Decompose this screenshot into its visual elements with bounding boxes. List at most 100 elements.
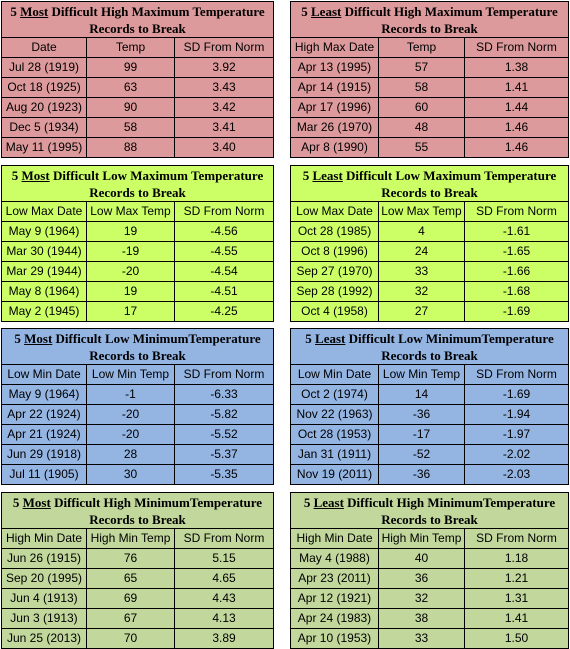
- temp-cell: -36: [378, 404, 465, 425]
- temp-cell: 14: [378, 384, 465, 405]
- table-title: 5 Most Difficult High MinimumTemperature…: [1, 492, 274, 529]
- table-row: Apr 22 (1924) -20 -5.82: [1, 404, 274, 425]
- table-row: Jun 4 (1913) 69 4.43: [1, 588, 274, 609]
- date-cell: Jun 4 (1913): [1, 588, 87, 609]
- table-row: Apr 23 (2011) 36 1.21: [290, 568, 570, 589]
- date-cell: Apr 21 (1924): [1, 424, 87, 445]
- table-row: Oct 18 (1925) 63 3.43: [1, 77, 275, 98]
- column-header: SD From Norm: [463, 364, 570, 385]
- table-row: Jul 11 (1905) 30 -5.35: [1, 464, 274, 485]
- date-cell: Jan 31 (1911): [290, 444, 379, 465]
- date-cell: Mar 29 (1944): [1, 261, 87, 282]
- date-cell: May 8 (1964): [1, 281, 87, 302]
- sd-cell: -5.35: [174, 464, 274, 485]
- table-row: Oct 2 (1974) 14 -1.69: [290, 384, 570, 405]
- date-cell: Apr 22 (1924): [1, 404, 87, 425]
- sd-cell: -1.65: [464, 241, 569, 262]
- column-header: Low Max Temp: [378, 201, 465, 222]
- header-row: High Max Date Temp SD From Norm: [290, 37, 570, 58]
- temp-cell: 40: [378, 548, 465, 569]
- temp-cell: 33: [378, 261, 465, 282]
- date-cell: Oct 28 (1985): [290, 221, 379, 242]
- temp-cell: 36: [378, 568, 465, 589]
- table-title: 5 Least Difficult High MinimumTemperatur…: [289, 492, 570, 529]
- sd-cell: 1.50: [463, 628, 570, 649]
- column-header: SD From Norm: [464, 201, 569, 222]
- temp-cell: 76: [86, 548, 175, 569]
- date-cell: Jul 28 (1919): [1, 57, 87, 78]
- table-title: 5 Least Difficult High Maximum Temperatu…: [289, 1, 570, 38]
- temp-cell: -20: [86, 261, 175, 282]
- date-cell: Jun 26 (1915): [1, 548, 87, 569]
- table-title: 5 Least Difficult Low MinimumTemperature…: [289, 328, 570, 365]
- temp-cell: -20: [86, 404, 175, 425]
- temp-cell: 19: [86, 281, 175, 302]
- sd-cell: -1.94: [463, 404, 570, 425]
- header-row: Date Temp SD From Norm: [1, 37, 275, 58]
- temp-cell: 55: [378, 137, 465, 158]
- column-header: SD From Norm: [174, 528, 274, 549]
- sd-cell: -5.82: [174, 404, 274, 425]
- column-header: Low Max Date: [290, 201, 379, 222]
- header-row: High Min Date High Min Temp SD From Norm: [1, 528, 274, 549]
- table-row: May 9 (1964) 19 -4.56: [1, 221, 275, 242]
- table-row: Sep 20 (1995) 65 4.65: [1, 568, 274, 589]
- temp-cell: 88: [86, 137, 175, 158]
- column-header: High Min Temp: [378, 528, 465, 549]
- header-row: High Min Date High Min Temp SD From Norm: [290, 528, 570, 549]
- column-header: SD From Norm: [174, 364, 274, 385]
- sd-cell: -1.69: [464, 301, 569, 322]
- date-cell: Mar 26 (1970): [290, 117, 379, 138]
- sd-cell: 4.65: [174, 568, 274, 589]
- date-cell: Aug 20 (1923): [1, 97, 87, 118]
- header-row: Low Max Date Low Max Temp SD From Norm: [1, 201, 275, 222]
- sd-cell: 1.41: [463, 608, 570, 629]
- date-cell: Dec 5 (1934): [1, 117, 87, 138]
- table-row: Dec 5 (1934) 58 3.41: [1, 117, 275, 138]
- column-header: SD From Norm: [463, 37, 570, 58]
- temp-cell: 32: [378, 588, 465, 609]
- date-cell: Sep 20 (1995): [1, 568, 87, 589]
- date-cell: Apr 17 (1996): [290, 97, 379, 118]
- date-cell: Apr 12 (1921): [290, 588, 379, 609]
- date-cell: Apr 24 (1983): [290, 608, 379, 629]
- column-header: SD From Norm: [173, 37, 275, 58]
- table-row: Sep 28 (1992) 32 -1.68: [290, 281, 569, 302]
- temp-cell: 65: [86, 568, 175, 589]
- date-cell: Oct 18 (1925): [1, 77, 87, 98]
- table-row: Oct 8 (1996) 24 -1.65: [290, 241, 569, 262]
- table-row: May 8 (1964) 19 -4.51: [1, 281, 275, 302]
- temp-cell: -1: [86, 384, 175, 405]
- table-row: Mar 26 (1970) 48 1.46: [290, 117, 570, 138]
- table-row: Apr 10 (1953) 33 1.50: [290, 628, 570, 649]
- sd-cell: 4.43: [174, 588, 274, 609]
- sd-cell: -4.51: [173, 281, 275, 302]
- sd-cell: 5.15: [174, 548, 274, 569]
- temp-cell: -19: [86, 241, 175, 262]
- sd-cell: -6.33: [174, 384, 274, 405]
- table-row: Jul 28 (1919) 99 3.92: [1, 57, 275, 78]
- temp-cell: 33: [378, 628, 465, 649]
- temp-cell: 60: [378, 97, 465, 118]
- temp-cell: 48: [378, 117, 465, 138]
- sd-cell: 3.41: [173, 117, 275, 138]
- sd-cell: 3.40: [173, 137, 275, 158]
- temp-cell: 19: [86, 221, 175, 242]
- temp-cell: 99: [86, 57, 175, 78]
- sd-cell: -1.66: [464, 261, 569, 282]
- sd-cell: -1.97: [463, 424, 570, 445]
- date-cell: Oct 8 (1996): [290, 241, 379, 262]
- date-cell: Mar 30 (1944): [1, 241, 87, 262]
- sd-cell: -1.69: [463, 384, 570, 405]
- column-header: High Min Date: [1, 528, 87, 549]
- table-row: Apr 21 (1924) -20 -5.52: [1, 424, 274, 445]
- date-cell: Jun 25 (2013): [1, 628, 87, 649]
- date-cell: Apr 13 (1995): [290, 57, 379, 78]
- table-row: Mar 29 (1944) -20 -4.54: [1, 261, 275, 282]
- table-row: May 2 (1945) 17 -4.25: [1, 301, 275, 322]
- least-difficult-high-min-table: 5 Least Difficult High MinimumTemperatur…: [289, 492, 570, 649]
- column-header: Low Max Date: [1, 201, 87, 222]
- table-row: Apr 14 (1915) 58 1.41: [290, 77, 570, 98]
- table-row: May 9 (1964) -1 -6.33: [1, 384, 274, 405]
- table-row: Aug 20 (1923) 90 3.42: [1, 97, 275, 118]
